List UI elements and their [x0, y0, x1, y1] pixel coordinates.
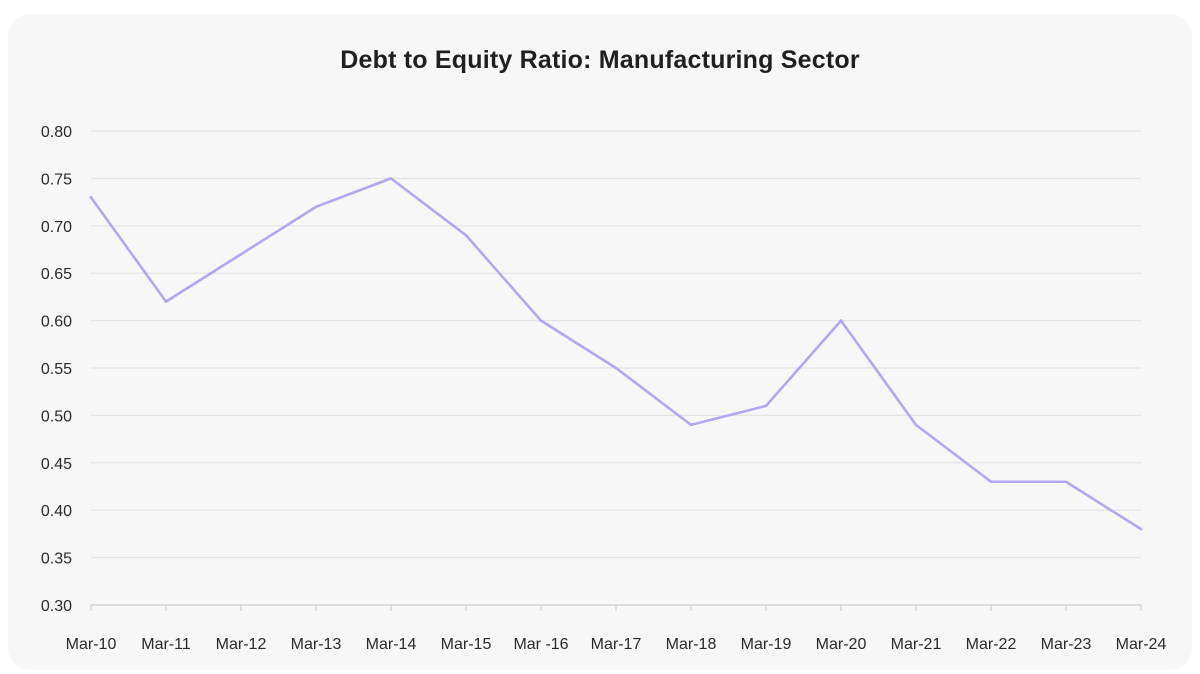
data-point — [614, 366, 618, 370]
y-tick-label: 0.60 — [41, 314, 72, 331]
series-group — [89, 177, 1143, 531]
y-tick-label: 0.65 — [41, 266, 72, 283]
x-tick-label: Mar-18 — [666, 636, 717, 653]
data-point — [839, 319, 843, 322]
data-point — [389, 177, 393, 180]
data-point — [1139, 527, 1143, 531]
x-tick-label: Mar-11 — [141, 636, 191, 653]
y-tick-label: 0.80 — [41, 124, 72, 141]
x-tick-label: Mar-12 — [216, 636, 267, 653]
data-point — [914, 423, 918, 427]
x-axis-labels: Mar-10 Mar-11 Mar-12 Mar-13 Mar-14 Mar-15 Mar … — [66, 636, 1167, 653]
data-point — [1064, 480, 1068, 484]
data-point — [764, 404, 768, 408]
y-tick-label: 0.35 — [41, 551, 72, 568]
y-tick-label: 0.50 — [41, 408, 72, 425]
x-tick-label: Mar-21 — [891, 636, 942, 653]
x-axis-ticks — [90, 605, 1142, 611]
y-tick-label: 0.45 — [41, 456, 72, 473]
x-tick-label: Mar-14 — [366, 636, 417, 653]
y-tick-label: 0.70 — [41, 219, 72, 236]
data-point — [164, 300, 168, 303]
data-point — [689, 423, 693, 427]
data-point — [314, 205, 318, 209]
data-point — [89, 196, 93, 199]
y-tick-label: 0.30 — [41, 598, 72, 615]
x-tick-label: Mar-17 — [591, 636, 642, 653]
chart-title: Debt to Equity Ratio: Manufacturing Sect… — [340, 46, 860, 74]
x-tick-label: Mar-15 — [441, 636, 492, 653]
y-tick-label: 0.40 — [41, 503, 72, 520]
y-tick-label: 0.75 — [41, 171, 72, 188]
y-axis-labels: 0.80 0.75 0.70 0.65 0.60 0.55 0.50 0.45 0.40 0.35… — [41, 124, 72, 615]
y-tick-label: 0.55 — [41, 361, 72, 378]
data-point — [239, 252, 243, 256]
x-tick-label: Mar-23 — [1041, 636, 1092, 653]
x-tick-label: Mar-10 — [66, 636, 117, 653]
x-tick-label: Mar-13 — [291, 636, 342, 653]
x-tick-label: Mar-20 — [816, 636, 867, 653]
x-tick-label: Mar-24 — [1116, 636, 1167, 653]
data-point — [989, 480, 993, 484]
x-tick-label: Mar-19 — [741, 636, 792, 653]
series-line — [89, 177, 1143, 531]
data-point — [539, 319, 543, 322]
x-tick-label: Mar-22 — [966, 636, 1017, 653]
data-point — [464, 233, 468, 237]
x-tick-label: Mar -16 — [513, 636, 568, 653]
chart-card — [8, 14, 1192, 670]
